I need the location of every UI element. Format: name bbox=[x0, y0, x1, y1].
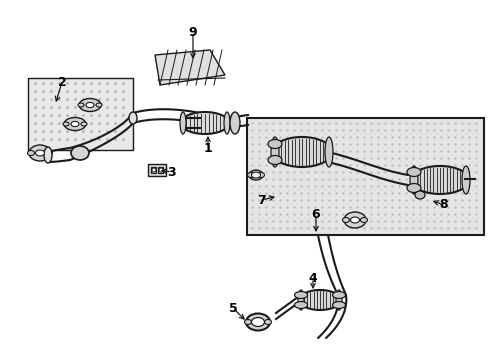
Bar bbox=[151, 167, 156, 173]
Ellipse shape bbox=[36, 150, 44, 156]
Text: 8: 8 bbox=[439, 198, 447, 211]
Ellipse shape bbox=[45, 150, 52, 156]
Ellipse shape bbox=[63, 122, 69, 126]
Ellipse shape bbox=[414, 191, 424, 199]
Ellipse shape bbox=[342, 217, 349, 222]
Ellipse shape bbox=[264, 320, 271, 324]
Ellipse shape bbox=[267, 139, 282, 148]
Ellipse shape bbox=[181, 112, 228, 134]
Ellipse shape bbox=[294, 292, 307, 298]
Ellipse shape bbox=[81, 122, 87, 126]
Ellipse shape bbox=[159, 168, 163, 172]
Ellipse shape bbox=[257, 172, 264, 177]
Ellipse shape bbox=[406, 167, 420, 176]
Ellipse shape bbox=[27, 150, 35, 156]
Ellipse shape bbox=[270, 137, 279, 167]
Text: 2: 2 bbox=[58, 76, 66, 89]
Text: 4: 4 bbox=[308, 271, 317, 284]
Ellipse shape bbox=[410, 166, 468, 194]
Ellipse shape bbox=[335, 290, 341, 310]
Ellipse shape bbox=[129, 112, 137, 124]
Ellipse shape bbox=[298, 290, 340, 310]
Text: 1: 1 bbox=[203, 141, 212, 154]
Ellipse shape bbox=[247, 172, 254, 177]
Bar bbox=[246, 118, 483, 235]
Text: 3: 3 bbox=[167, 166, 176, 179]
Ellipse shape bbox=[461, 166, 469, 194]
Ellipse shape bbox=[332, 292, 345, 298]
Ellipse shape bbox=[297, 290, 304, 310]
Text: 6: 6 bbox=[311, 208, 320, 221]
Ellipse shape bbox=[229, 112, 240, 134]
Ellipse shape bbox=[180, 112, 185, 134]
Text: 9: 9 bbox=[188, 26, 197, 39]
Ellipse shape bbox=[360, 217, 367, 222]
Ellipse shape bbox=[294, 302, 307, 309]
Bar bbox=[28, 78, 133, 150]
Text: 5: 5 bbox=[228, 302, 237, 315]
Ellipse shape bbox=[267, 156, 282, 165]
Ellipse shape bbox=[152, 168, 156, 172]
Ellipse shape bbox=[79, 99, 101, 112]
Text: 7: 7 bbox=[257, 194, 266, 207]
Ellipse shape bbox=[245, 314, 269, 330]
Ellipse shape bbox=[71, 146, 89, 160]
Ellipse shape bbox=[406, 184, 420, 193]
Ellipse shape bbox=[96, 103, 102, 107]
Ellipse shape bbox=[29, 145, 51, 161]
Ellipse shape bbox=[244, 320, 251, 324]
Ellipse shape bbox=[64, 117, 86, 130]
Bar bbox=[148, 164, 165, 176]
Ellipse shape bbox=[44, 147, 52, 163]
Ellipse shape bbox=[332, 302, 345, 309]
Polygon shape bbox=[155, 50, 224, 85]
Ellipse shape bbox=[86, 102, 94, 108]
Ellipse shape bbox=[343, 212, 365, 228]
Ellipse shape bbox=[271, 137, 331, 167]
Ellipse shape bbox=[409, 166, 417, 194]
Ellipse shape bbox=[350, 217, 359, 223]
Ellipse shape bbox=[325, 137, 332, 167]
Ellipse shape bbox=[71, 121, 79, 127]
Bar bbox=[158, 167, 163, 173]
Ellipse shape bbox=[248, 170, 263, 180]
Ellipse shape bbox=[78, 103, 84, 107]
Ellipse shape bbox=[251, 318, 264, 327]
Ellipse shape bbox=[251, 172, 260, 178]
Ellipse shape bbox=[224, 112, 229, 134]
